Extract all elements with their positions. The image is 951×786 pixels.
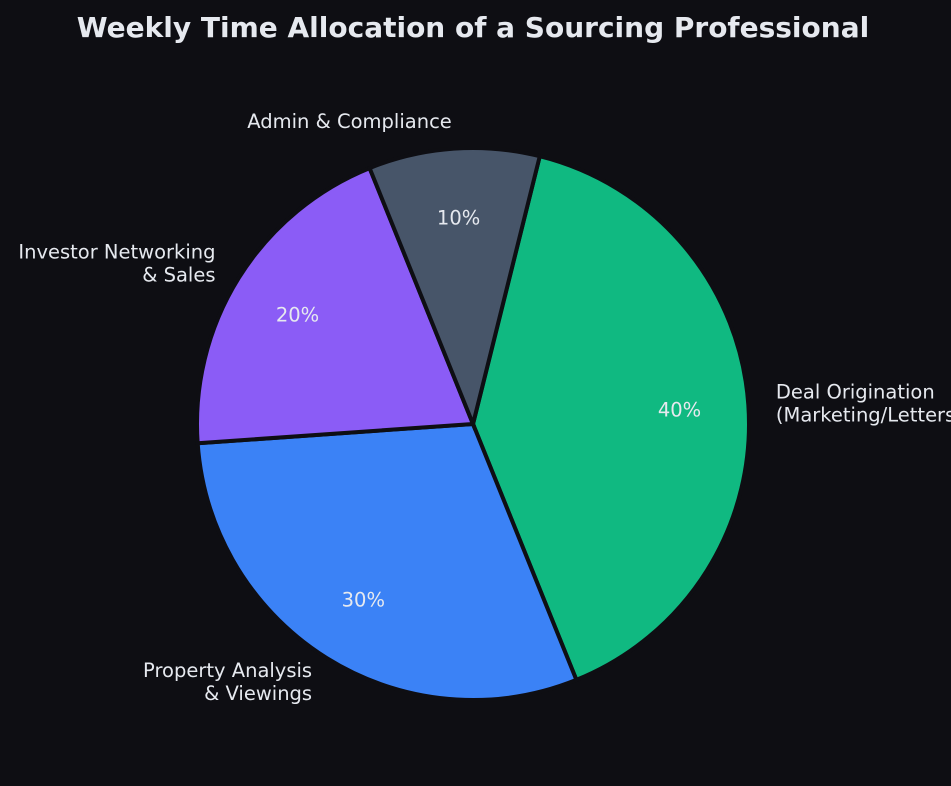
slice-category-label: Property Analysis & Viewings	[143, 659, 312, 705]
slice-category-label: Investor Networking & Sales	[18, 241, 215, 287]
slice-percent-label: 40%	[658, 399, 701, 422]
pie-slice	[367, 146, 543, 431]
pie-slices	[195, 146, 751, 702]
pie-slice	[195, 165, 476, 446]
pie-slice	[195, 421, 579, 702]
slice-percent-label: 10%	[437, 207, 480, 230]
slice-percent-label: 20%	[276, 303, 319, 326]
chart-title: Weekly Time Allocation of a Sourcing Pro…	[77, 11, 869, 44]
slice-category-label: Deal Origination (Marketing/Letters)	[776, 380, 951, 426]
slice-category-label: Admin & Compliance	[247, 110, 452, 133]
pie-slice	[470, 153, 751, 683]
slice-percent-label: 30%	[342, 589, 385, 612]
pie-labels: 40% Deal Origination (Marketing/Letters) 30…	[18, 110, 951, 705]
